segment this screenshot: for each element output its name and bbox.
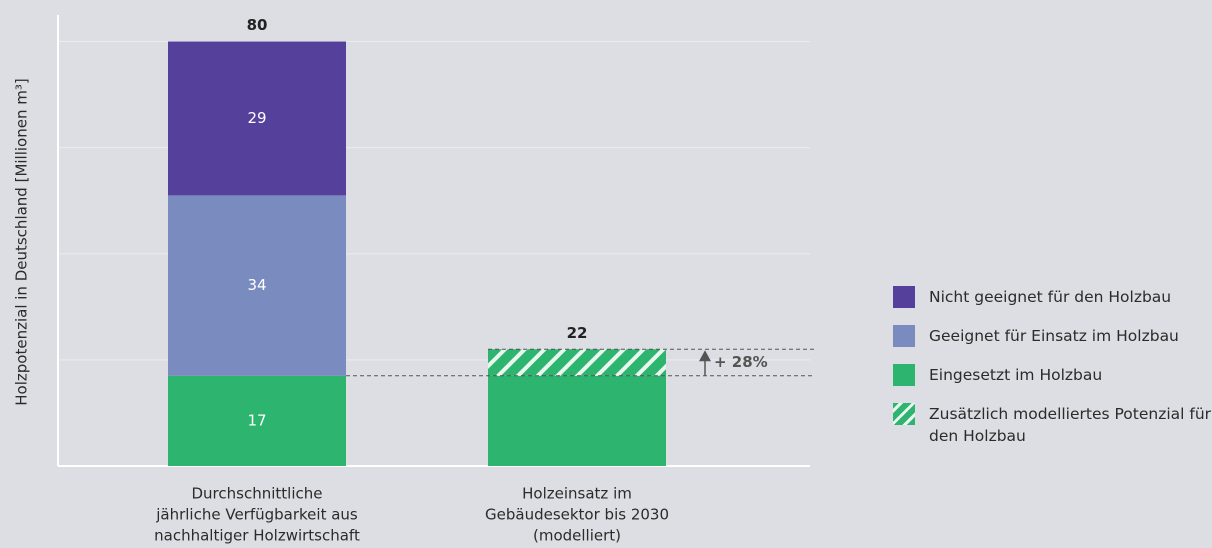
legend-swatch bbox=[893, 364, 915, 386]
annotation: + 28% bbox=[714, 353, 768, 371]
bar-segment bbox=[168, 375, 346, 466]
legend-label: Geeignet für Einsatz im Holzbau bbox=[929, 327, 1179, 345]
legend-swatch bbox=[893, 325, 915, 347]
legend-swatch bbox=[893, 403, 915, 425]
bar-segment bbox=[168, 41, 346, 196]
x-tick-label: nachhaltiger Holzwirtschaft bbox=[154, 527, 360, 545]
bar-segment bbox=[168, 195, 346, 376]
legend: Nicht geeignet für den Holzbau Geeignet f… bbox=[893, 286, 1212, 464]
total-label: 80 bbox=[247, 16, 268, 34]
x-tick-label: Durchschnittliche bbox=[192, 485, 323, 503]
legend-swatch bbox=[893, 286, 915, 308]
bar-segment bbox=[488, 349, 666, 376]
total-label: 22 bbox=[567, 324, 588, 342]
y-axis-label: Holzpotenzial in Deutschland [Millionen … bbox=[13, 78, 31, 405]
legend-item: Zusätzlich modelliertes Potenzial für de… bbox=[893, 403, 1212, 447]
x-tick-label: Holzeinsatz im bbox=[522, 485, 632, 503]
segment-label: 34 bbox=[247, 276, 266, 294]
legend-label: Nicht geeignet für den Holzbau bbox=[929, 288, 1172, 306]
arrow-head bbox=[699, 350, 711, 362]
legend-label: Zusätzlich modelliertes Potenzial für de… bbox=[929, 405, 1212, 445]
x-tick-label: Gebäudesektor bis 2030 bbox=[485, 506, 669, 524]
legend-label: Eingesetzt im Holzbau bbox=[929, 366, 1103, 384]
x-tick-label: jährliche Verfügbarkeit aus bbox=[155, 506, 358, 524]
legend-item: Eingesetzt im Holzbau bbox=[893, 364, 1212, 386]
legend-item: Nicht geeignet für den Holzbau bbox=[893, 286, 1212, 308]
segment-label: 17 bbox=[247, 411, 266, 429]
bar-segment bbox=[488, 375, 666, 466]
legend-item: Geeignet für Einsatz im Holzbau bbox=[893, 325, 1212, 347]
segment-label: 29 bbox=[247, 109, 266, 127]
x-tick-label: (modelliert) bbox=[533, 527, 621, 545]
